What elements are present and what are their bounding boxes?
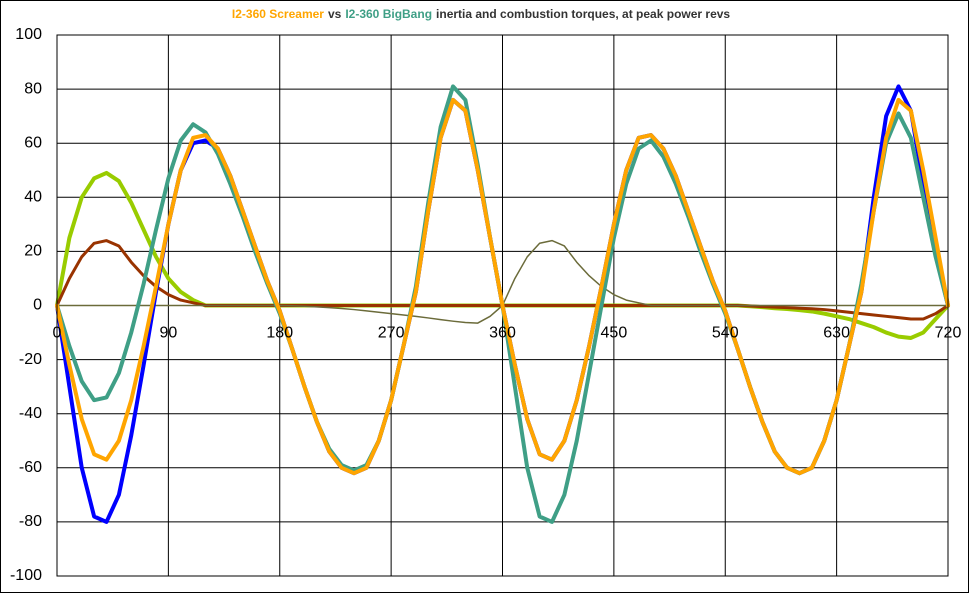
title-part: inertia and combustion torques, at peak … (436, 7, 730, 21)
x-tick-label: 180 (266, 325, 293, 342)
data-line (55, 97, 950, 476)
x-tick-label: 630 (823, 325, 850, 342)
plot-border (56, 34, 949, 577)
y-tick-label: 20 (24, 243, 42, 260)
y-tick-label: 60 (24, 134, 42, 151)
y-tick-label: 80 (24, 80, 42, 97)
title-part: I2-360 BigBang (345, 7, 432, 21)
y-tick-label: 100 (15, 26, 42, 43)
x-tick-label: 360 (489, 325, 516, 342)
y-tick-label: -60 (19, 459, 42, 476)
y-tick-label: 0 (33, 297, 42, 314)
y-tick-label: -80 (19, 513, 42, 530)
y-tick-label: -40 (19, 405, 42, 422)
chart-title: I2-360 Screamer vs I2-360 BigBang inertia a… (232, 7, 731, 21)
x-tick-label: 270 (378, 325, 405, 342)
y-tick-label: -100 (10, 567, 42, 584)
x-tick-label: 450 (601, 325, 628, 342)
x-tick-label: 540 (712, 325, 739, 342)
y-tick-label: -20 (19, 351, 42, 368)
y-tick-label: 40 (24, 189, 42, 206)
title-part: I2-360 Screamer (232, 7, 324, 21)
title-part: vs (328, 7, 342, 21)
x-tick-label: 90 (159, 325, 177, 342)
